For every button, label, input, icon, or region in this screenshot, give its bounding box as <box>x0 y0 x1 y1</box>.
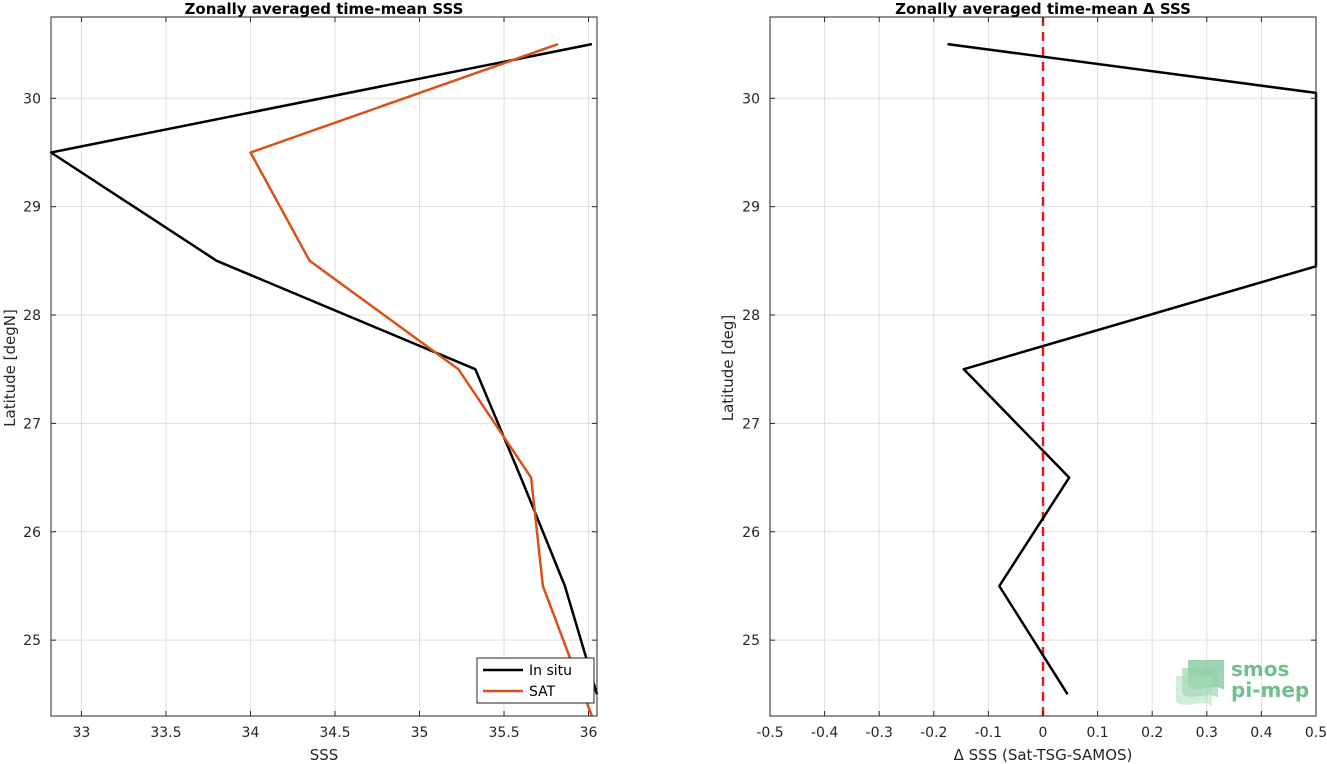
right-panel: Zonally averaged time-mean Δ SSS -0.5 -0.… <box>719 0 1327 764</box>
legend: In situ SAT <box>476 657 595 704</box>
right-y-axis-label: Latitude [deg] <box>719 315 737 421</box>
legend-label-in-situ: In situ <box>529 663 572 679</box>
x-tick-label: 34 <box>242 725 260 741</box>
y-tick-label: 26 <box>742 525 760 541</box>
x-tick-label: -0.3 <box>866 725 893 741</box>
legend-box <box>476 657 595 704</box>
y-tick-label: 29 <box>23 200 41 216</box>
right-series-group <box>947 42 1318 695</box>
left-y-ticks: 25 26 27 28 29 30 <box>23 91 597 649</box>
left-y-axis-label: Latitude [degN] <box>1 309 19 427</box>
y-tick-label: 28 <box>23 308 41 324</box>
left-grid <box>51 17 597 716</box>
left-panel: Zonally averaged time-mean SSS 33 33.5 34 3… <box>1 0 599 764</box>
x-tick-label: 35.5 <box>488 725 519 741</box>
series-line-sat <box>249 42 594 717</box>
y-tick-label: 25 <box>742 633 760 649</box>
left-chart-title: Zonally averaged time-mean SSS <box>185 0 464 18</box>
logo-text-smos: smos <box>1231 657 1289 681</box>
x-tick-label: -0.4 <box>811 725 838 741</box>
right-grid <box>769 17 1317 716</box>
x-tick-label: 0.5 <box>1305 725 1327 741</box>
series-line-in-situ <box>49 42 599 695</box>
x-tick-label: -0.2 <box>920 725 947 741</box>
right-y-ticks: 25 26 27 28 29 30 <box>742 91 1316 649</box>
x-tick-label: -0.1 <box>975 725 1002 741</box>
y-tick-label: 25 <box>23 633 41 649</box>
x-tick-label: 0.2 <box>1141 725 1163 741</box>
y-tick-label: 29 <box>742 200 760 216</box>
x-tick-label: 33.5 <box>150 725 181 741</box>
right-chart-title: Zonally averaged time-mean Δ SSS <box>895 0 1191 18</box>
x-tick-label: 0.4 <box>1250 725 1272 741</box>
right-x-axis-label: Δ SSS (Sat-TSG-SAMOS) <box>954 746 1133 764</box>
y-tick-label: 26 <box>23 525 41 541</box>
left-x-axis-label: SSS <box>310 746 339 764</box>
legend-label-sat: SAT <box>529 684 556 700</box>
x-tick-label: -0.5 <box>756 725 783 741</box>
y-tick-label: 28 <box>742 308 760 324</box>
x-tick-label: 34.5 <box>319 725 350 741</box>
x-tick-label: 0.3 <box>1196 725 1218 741</box>
y-tick-label: 27 <box>742 416 760 432</box>
y-tick-label: 30 <box>742 91 760 107</box>
right-x-ticks: -0.5 -0.4 -0.3 -0.2 -0.1 0 0.1 0.2 0.3 0.4 0.5 <box>756 17 1327 741</box>
y-tick-label: 30 <box>23 91 41 107</box>
left-plot-frame <box>50 16 598 717</box>
y-tick-label: 27 <box>23 416 41 432</box>
left-series-group <box>49 42 599 717</box>
x-tick-label: 36 <box>580 725 598 741</box>
logo-text-pi-mep: pi-mep <box>1231 678 1309 702</box>
smos-pi-mep-logo: smos pi-mep <box>1176 657 1309 706</box>
x-tick-label: 0.1 <box>1086 725 1108 741</box>
logo-mark-icon <box>1176 660 1224 706</box>
x-tick-label: 33 <box>73 725 91 741</box>
left-x-ticks: 33 33.5 34 34.5 35 35.5 36 <box>73 17 598 741</box>
x-tick-label: 0 <box>1039 725 1048 741</box>
series-line-delta-sss <box>947 42 1318 695</box>
x-tick-label: 35 <box>411 725 429 741</box>
